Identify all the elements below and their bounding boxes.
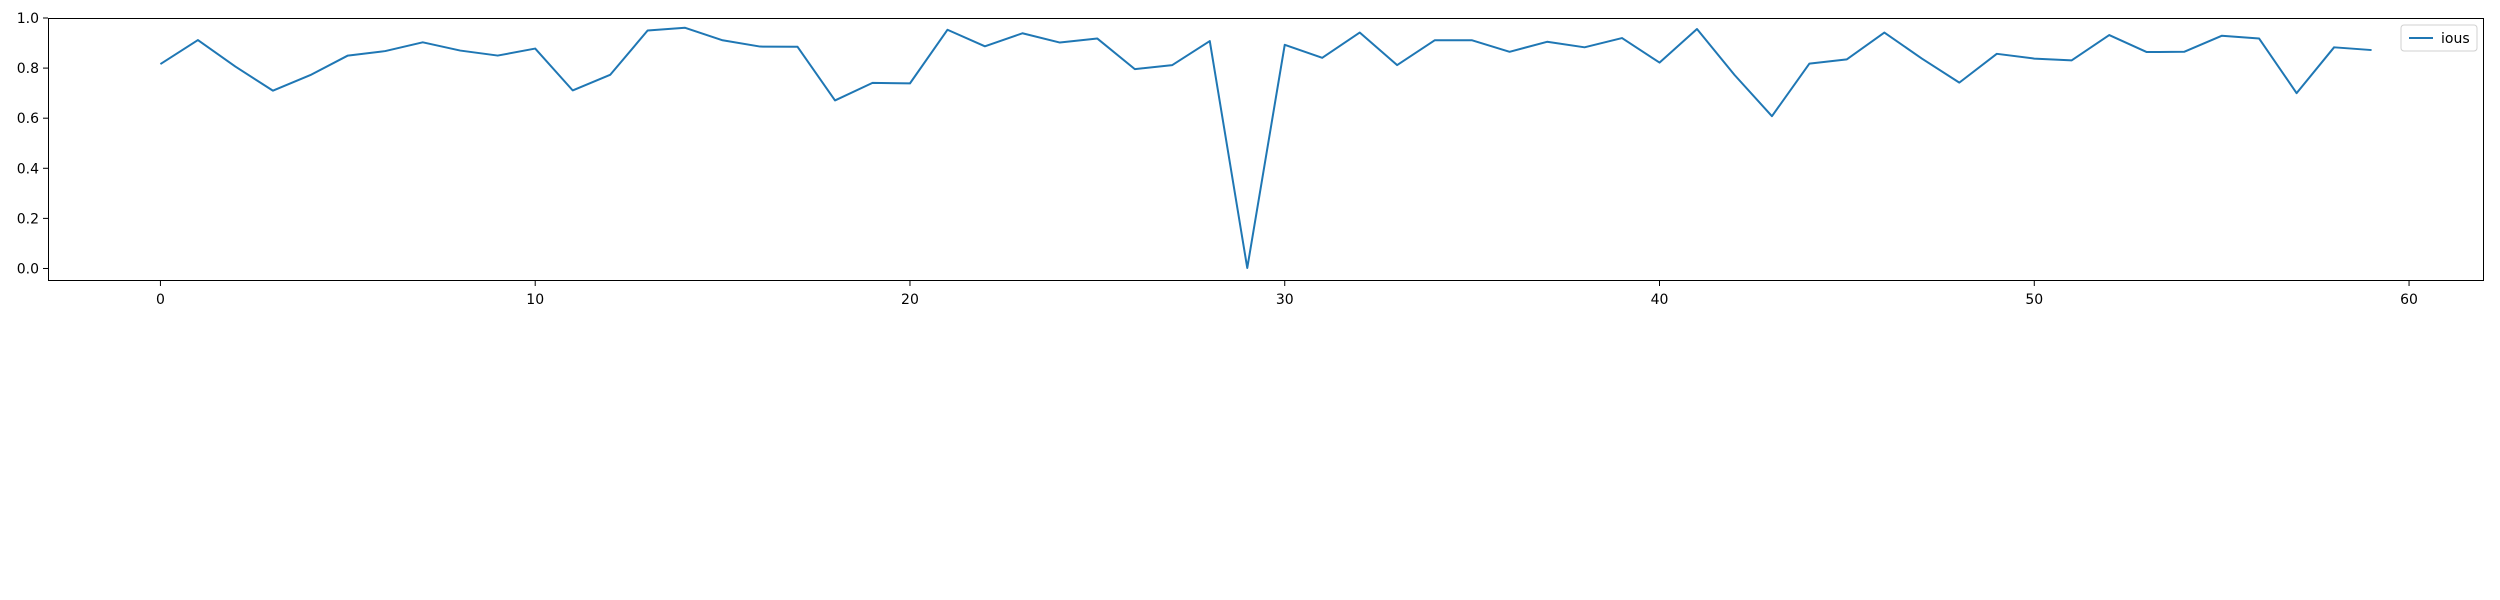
x-tick-label: 20 <box>901 292 919 308</box>
y-tick-label: 0.2 <box>17 211 39 227</box>
x-tick-label: 60 <box>2400 292 2418 308</box>
legend-box <box>2400 24 2478 52</box>
x-axis: 0 10 20 30 40 50 60 <box>156 281 2418 308</box>
y-tick-label: 0.4 <box>17 161 39 177</box>
series-layer <box>159 26 2372 269</box>
y-tick-label: 0.6 <box>17 111 39 127</box>
y-tick-label: 1.0 <box>17 11 39 27</box>
plot-frame <box>48 18 2484 281</box>
y-tick-label: 0.8 <box>17 61 39 77</box>
x-tick-label: 30 <box>1276 292 1294 308</box>
x-tick-label: 50 <box>2025 292 2043 308</box>
x-tick-label: 0 <box>156 292 165 308</box>
x-tick-label: 40 <box>1651 292 1669 308</box>
y-axis: 0.0 0.2 0.4 0.6 0.8 1.0 <box>17 11 48 277</box>
plot-area <box>48 18 2484 281</box>
legend-label: ious <box>2441 31 2470 47</box>
x-tick-label: 10 <box>526 292 544 308</box>
y-tick-label: 0.0 <box>17 261 39 277</box>
series-line-ious <box>159 26 2372 269</box>
legend: ious <box>2400 24 2478 52</box>
